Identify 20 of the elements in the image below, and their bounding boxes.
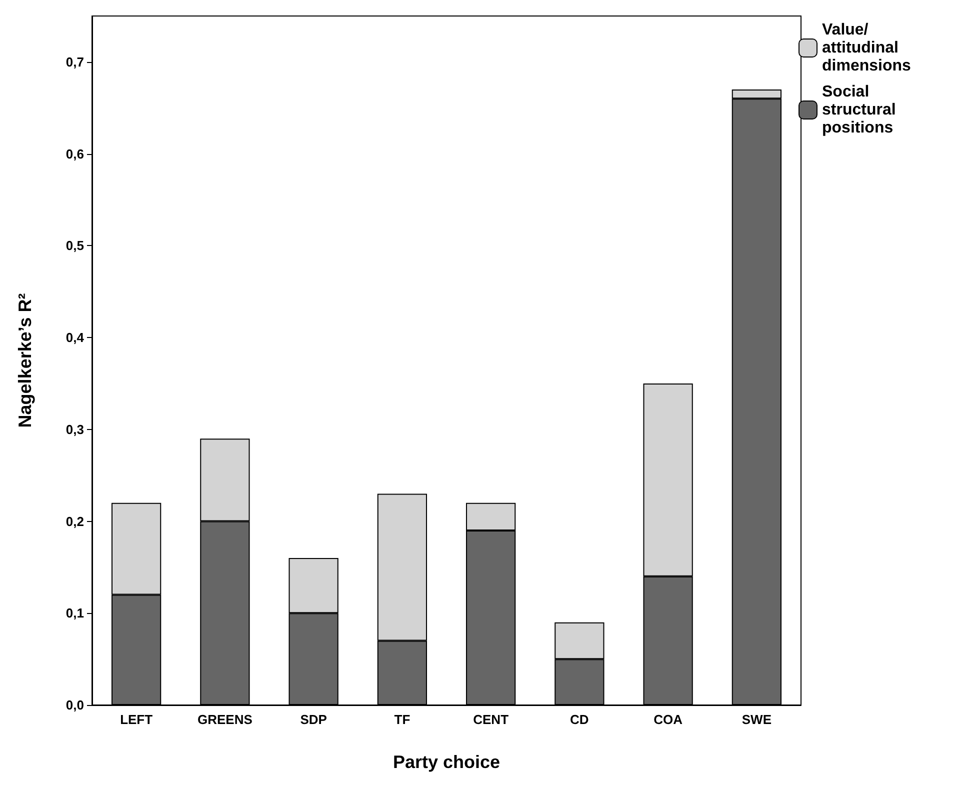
x-tick-label: LEFT (120, 712, 153, 727)
x-tick-label: CD (570, 712, 589, 727)
y-tick-label: 0,1 (66, 606, 84, 621)
x-tick-label: SWE (742, 712, 772, 727)
y-axis-title: Nagelkerke’s R² (15, 293, 35, 428)
x-tick-label: CENT (473, 712, 509, 727)
y-tick-label: 0,6 (66, 146, 84, 162)
y-tick-label: 0,2 (66, 514, 84, 529)
legend-label: Value/attitudinal dimensions (822, 22, 912, 74)
x-tick-label: TF (394, 712, 410, 727)
y-tick-label: 0,5 (66, 238, 84, 254)
x-tick-label: GREENS (197, 712, 253, 727)
y-tick-label: 0,7 (66, 54, 84, 70)
x-axis-title: Party choice (392, 752, 500, 772)
y-tick-label: 0,0 (66, 698, 84, 712)
y-tick-label: 0,4 (66, 330, 85, 346)
x-tick-label: COA (654, 712, 684, 727)
legend-label: Social structural positions (822, 84, 900, 136)
x-tick-label: SDP (300, 712, 328, 727)
y-tick-label: 0,3 (66, 422, 84, 437)
